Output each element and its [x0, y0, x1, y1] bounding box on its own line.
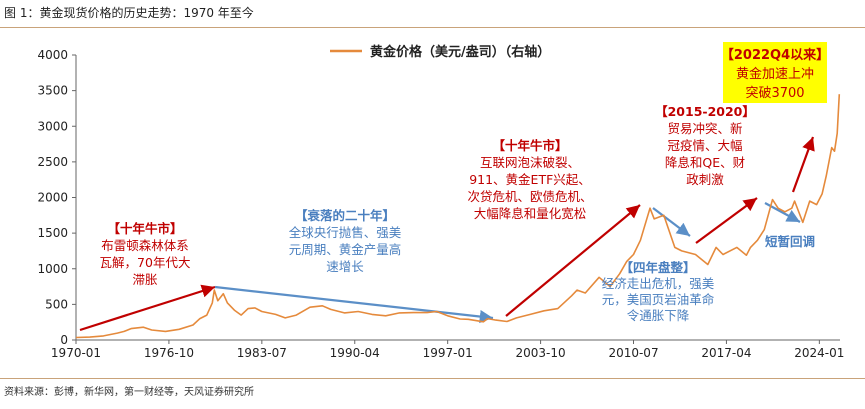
annotation-line: 元周期、黄金产量高 — [289, 242, 402, 257]
annotation-line: 911、黄金ETF兴起、 — [469, 172, 591, 187]
y-tick-label: 4000 — [37, 48, 68, 62]
chart-annotations: 【十年牛市】布雷顿森林体系瓦解，70年代大滞胀【衰落的二十年】全球央行抛售、强美… — [100, 42, 829, 323]
annotation-line: 滞胀 — [132, 272, 158, 287]
source-note: 资料来源：彭博，新华网，第一财经等，天风证券研究所 — [4, 387, 254, 398]
figure-title: 图 1：黄金现货价格的历史走势：1970 年至今 — [4, 6, 254, 20]
x-tick-label: 2024-01 — [794, 346, 844, 360]
chart-legend: 黄金价格（美元/盎司）（右轴） — [330, 44, 550, 60]
rise-arrow-1970s — [79, 284, 216, 332]
annotation-2000s-bull: 【十年牛市】互联网泡沫破裂、 911、黄金ETF兴起、次贷危机、欧债危机、大幅降息… — [467, 138, 592, 221]
annotation-title: 【十年牛市】 — [107, 221, 182, 236]
annotation-line: 布雷顿森林体系 — [101, 238, 189, 253]
title-divider — [0, 27, 865, 28]
rise-arrow-2016 — [695, 197, 758, 244]
annotation-pullback: 短暂回调 — [765, 234, 815, 249]
chart-axes: 0 500 1000 1500 2000 2500 3000 3500 4000 1970-01 1… — [37, 48, 844, 360]
annotation-line: 冠疫情、大幅 — [667, 138, 742, 153]
y-tick-label: 500 — [45, 297, 68, 311]
x-tick-label: 1970-01 — [51, 346, 101, 360]
annotation-line: 突破3700 — [745, 85, 804, 101]
rise-arrow-2022 — [791, 136, 815, 193]
price-series — [75, 94, 841, 339]
gold-price-chart: 0 500 1000 1500 2000 2500 3000 3500 4000 1970-01 1… — [37, 42, 844, 360]
x-tick-label: 1983-07 — [237, 346, 287, 360]
annotation-title: 【十年牛市】 — [492, 138, 567, 153]
gold-price-line — [75, 94, 841, 339]
annotation-line: 令通胀下降 — [627, 308, 690, 323]
decline-arrow-1980-2000 — [214, 285, 494, 324]
annotation-title: 【四年盘整】 — [620, 260, 695, 275]
x-tick-label: 2017-04 — [701, 346, 751, 360]
y-tick-label: 0 — [60, 333, 68, 347]
annotation-line: 瓦解，70年代大 — [100, 255, 191, 270]
y-tick-label: 1000 — [37, 262, 68, 276]
y-tick-label: 3500 — [37, 84, 68, 98]
y-tick-label: 3000 — [37, 119, 68, 133]
annotation-line: 次贷危机、欧债危机、 — [467, 189, 592, 204]
annotation-line: 速增长 — [326, 259, 364, 274]
annotation-line: 互联网泡沫破裂、 — [480, 155, 580, 170]
annotation-line: 黄金加速上冲 — [736, 66, 814, 82]
x-tick-label: 1990-04 — [330, 346, 380, 360]
trend-arrows — [79, 136, 815, 332]
annotation-title: 短暂回调 — [765, 234, 815, 249]
annotation-title: 【衰落的二十年】 — [295, 208, 395, 223]
annotation-line: 元，美国页岩油革命 — [602, 292, 715, 307]
annotation-title: 【2015-2020】 — [655, 104, 755, 119]
source-divider — [0, 378, 865, 379]
x-tick-label: 2003-10 — [516, 346, 566, 360]
decline-arrow-2012 — [652, 207, 691, 237]
x-tick-label: 1976-10 — [144, 346, 194, 360]
annotation-line: 降息和QE、财 — [665, 155, 745, 170]
annotation-line: 全球央行抛售、强美 — [289, 225, 402, 240]
annotation-highlight — [723, 42, 827, 103]
y-tick-label: 2000 — [37, 191, 68, 205]
x-tick-label: 2010-07 — [608, 346, 658, 360]
legend-label: 黄金价格（美元/盎司）（右轴） — [370, 44, 550, 60]
annotation-line: 政刺激 — [686, 172, 724, 187]
x-tick-label: 1997-01 — [423, 346, 473, 360]
rise-arrow-2000s — [505, 204, 641, 317]
annotation-line: 大幅降息和量化宽松 — [474, 206, 587, 221]
annotation-title: 【2022Q4以来】 — [721, 47, 829, 63]
annotation-line: 贸易冲突、新 — [667, 121, 742, 136]
annotation-line: 经济走出危机，强美 — [602, 276, 715, 291]
y-tick-label: 2500 — [37, 155, 68, 169]
y-tick-label: 1500 — [37, 226, 68, 240]
